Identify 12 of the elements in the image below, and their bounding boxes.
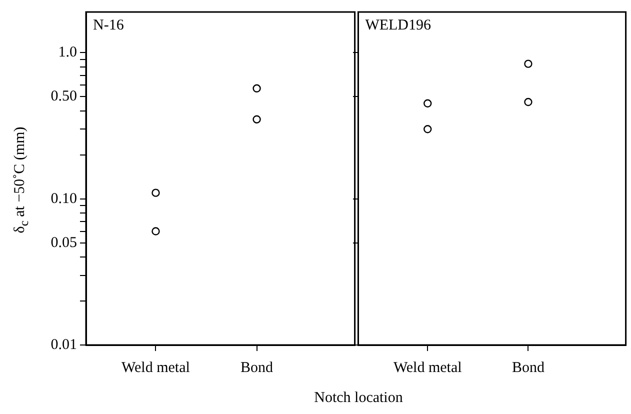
chart-title: N-16 xyxy=(93,17,124,34)
x-tick-label: Weld metal xyxy=(122,360,190,376)
x-tick-label: Bond xyxy=(512,360,545,376)
y-tick-label: 0.50 xyxy=(50,88,77,105)
y-tick-label: 0.05 xyxy=(50,234,77,251)
y-tick-label: 0.01 xyxy=(50,336,77,353)
y-tick-label: 0.10 xyxy=(50,190,77,207)
x-tick-label: Bond xyxy=(240,360,274,376)
chart-title: WELD196 xyxy=(365,17,432,34)
y-tick-label: 1.0 xyxy=(58,44,77,61)
x-tick-label: Weld metal xyxy=(393,360,462,376)
x-axis-title: Notch location xyxy=(313,390,404,407)
